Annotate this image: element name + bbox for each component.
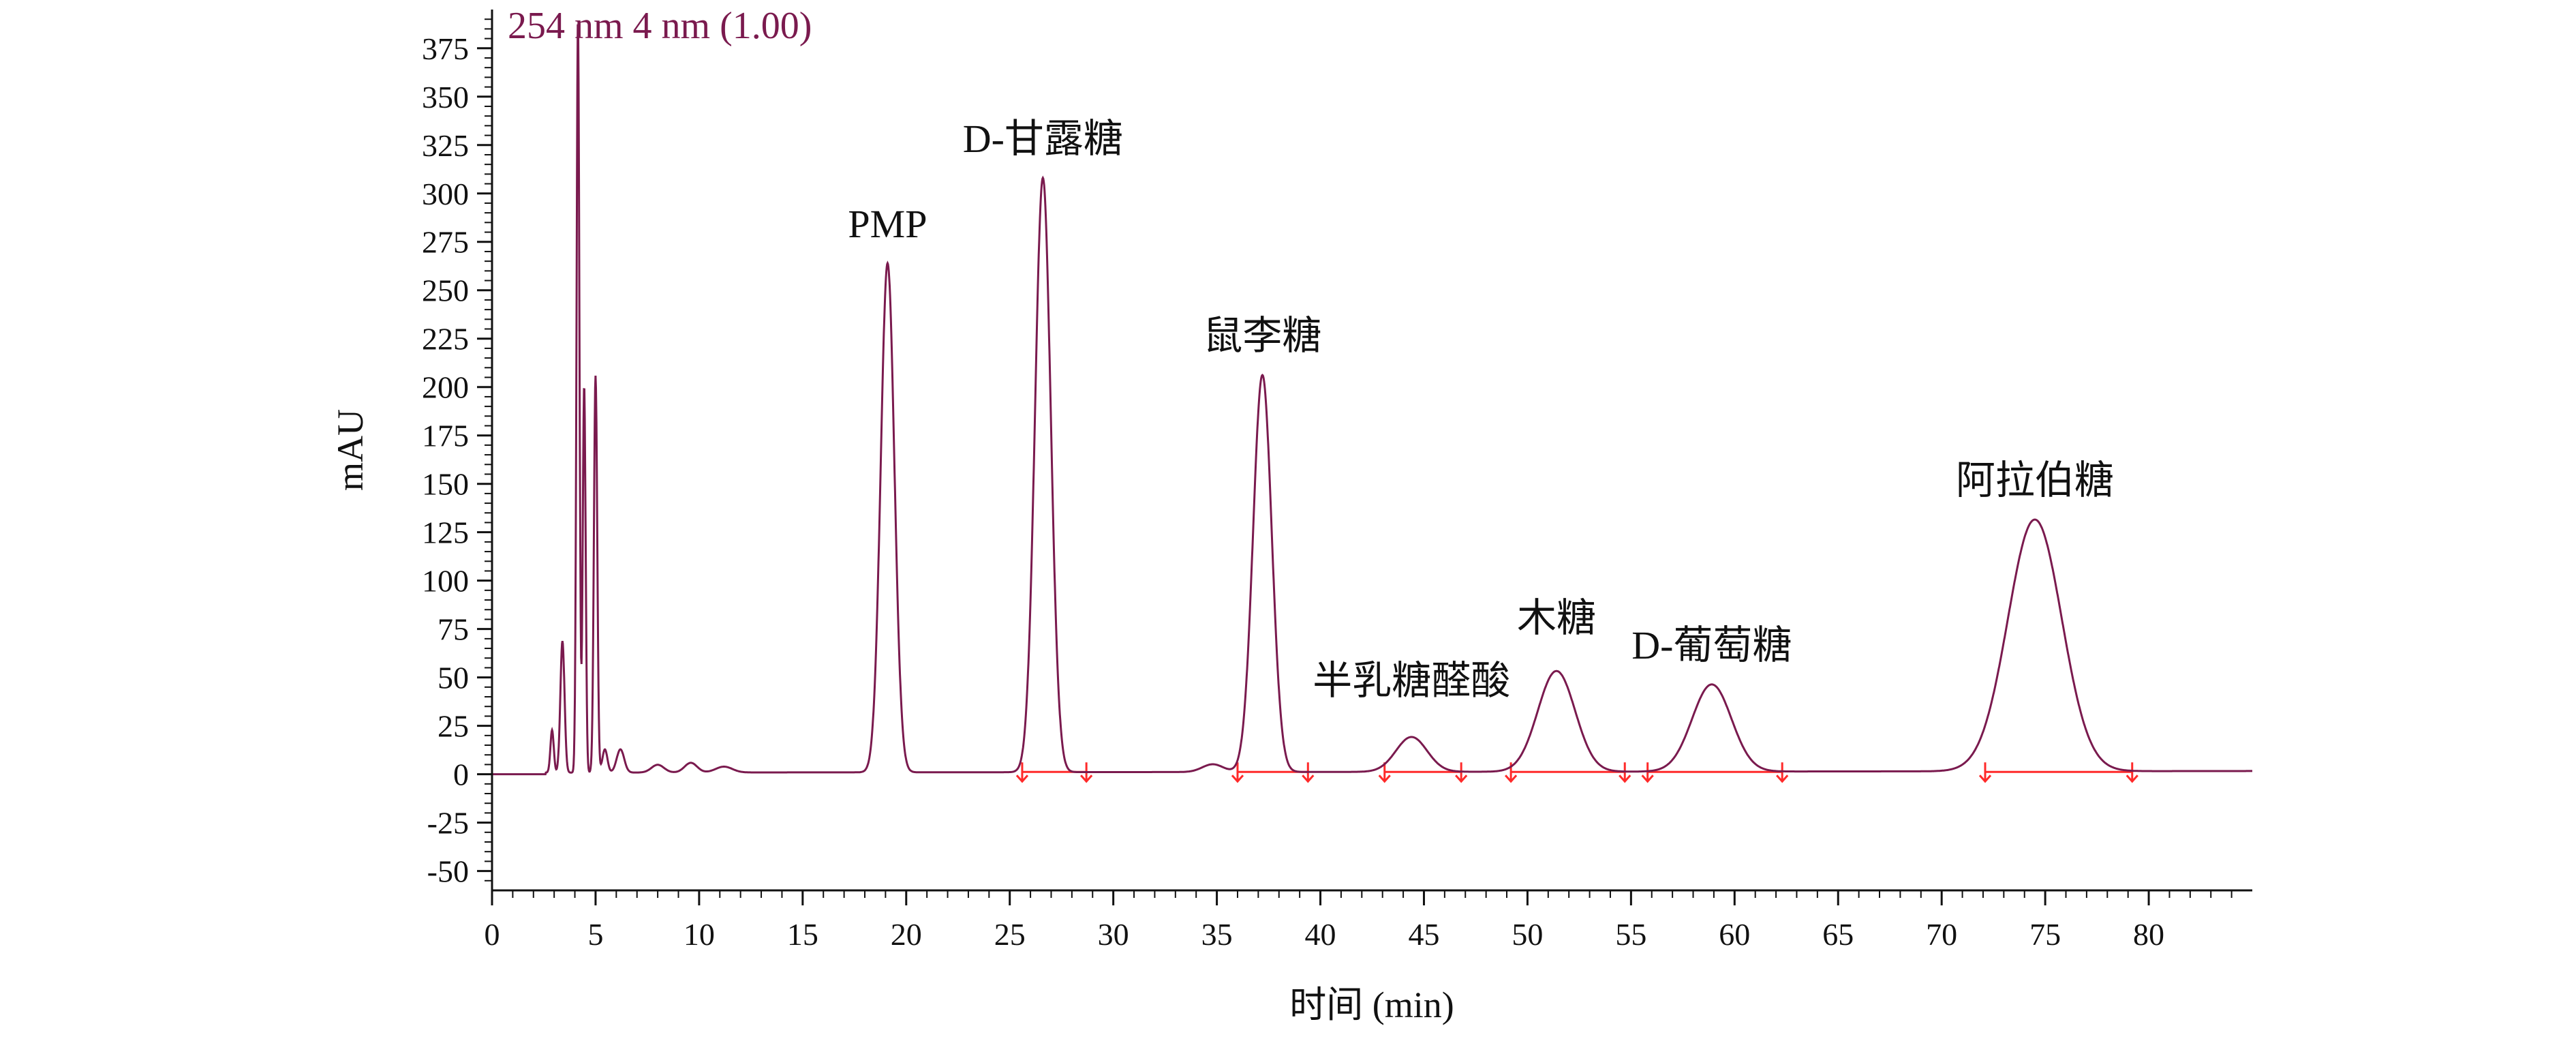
integration-marker (2126, 762, 2138, 783)
x-tick-label: 10 (684, 917, 715, 952)
y-tick-label: 350 (422, 80, 469, 115)
y-tick-label: 225 (422, 322, 469, 357)
x-tick-label: 40 (1305, 917, 1336, 952)
peak-label: 阿拉伯糖 (1956, 458, 2114, 502)
y-tick-label: 25 (438, 709, 469, 744)
y-tick-label: -50 (427, 854, 469, 889)
y-tick-label: 100 (422, 564, 469, 599)
x-tick-label: 70 (1926, 917, 1957, 952)
integration-baseline (1015, 762, 2138, 783)
y-tick-label: 0 (453, 757, 469, 792)
x-tick-label: 5 (587, 917, 603, 952)
x-tick-label: 55 (1615, 917, 1646, 952)
x-tick-label: 50 (1512, 917, 1543, 952)
y-axis-title: mAU (330, 409, 371, 491)
axis-ticks: 0 5 10 15 20 25 30 35 40 45 50 55 60 65 70 75 80 -50 -25 0 2… (422, 18, 2233, 952)
y-tick-label: 275 (422, 225, 469, 260)
y-tick-label: 125 (422, 515, 469, 550)
y-tick-label: -25 (427, 806, 469, 841)
y-tick-label: 50 (438, 661, 469, 695)
x-axis-title: 时间 (min) (1289, 984, 1454, 1025)
integration-marker (1231, 762, 1244, 783)
peak-label: 鼠李糖 (1203, 314, 1321, 358)
x-tick-label: 60 (1719, 917, 1750, 952)
y-tick-label: 175 (422, 419, 469, 453)
y-tick-label: 150 (422, 467, 469, 502)
y-tick-label: 325 (422, 128, 469, 163)
y-tick-label: 75 (438, 612, 469, 647)
x-tick-label: 30 (1098, 917, 1129, 952)
y-tick-label: 375 (422, 31, 469, 66)
x-tick-label: 80 (2133, 917, 2164, 952)
peak-label: 半乳糖醛酸 (1313, 659, 1510, 703)
x-tick-label: 15 (787, 917, 818, 952)
x-tick-label: 75 (2029, 917, 2061, 952)
x-tick-label: 65 (1822, 917, 1854, 952)
x-tick-label: 0 (485, 917, 500, 952)
integration-marker (1978, 762, 1992, 783)
signal-trace (492, 24, 2252, 776)
y-tick-label: 200 (422, 370, 469, 405)
peak-label: 木糖 (1517, 596, 1596, 640)
peak-label: D-葡萄糖 (1631, 623, 1792, 667)
x-tick-label: 45 (1408, 917, 1439, 952)
detector-header: 254 nm 4 nm (1.00) (508, 5, 812, 47)
integration-marker (1378, 762, 1391, 783)
x-tick-label: 25 (994, 917, 1026, 952)
integration-marker (1015, 762, 1029, 783)
peak-label: PMP (848, 202, 927, 246)
x-tick-label: 35 (1201, 917, 1233, 952)
axes-frame (491, 10, 2252, 892)
y-tick-label: 300 (422, 177, 469, 211)
y-tick-label: 250 (422, 273, 469, 308)
x-tick-label: 20 (891, 917, 922, 952)
peak-label: D-甘露糖 (963, 117, 1123, 161)
